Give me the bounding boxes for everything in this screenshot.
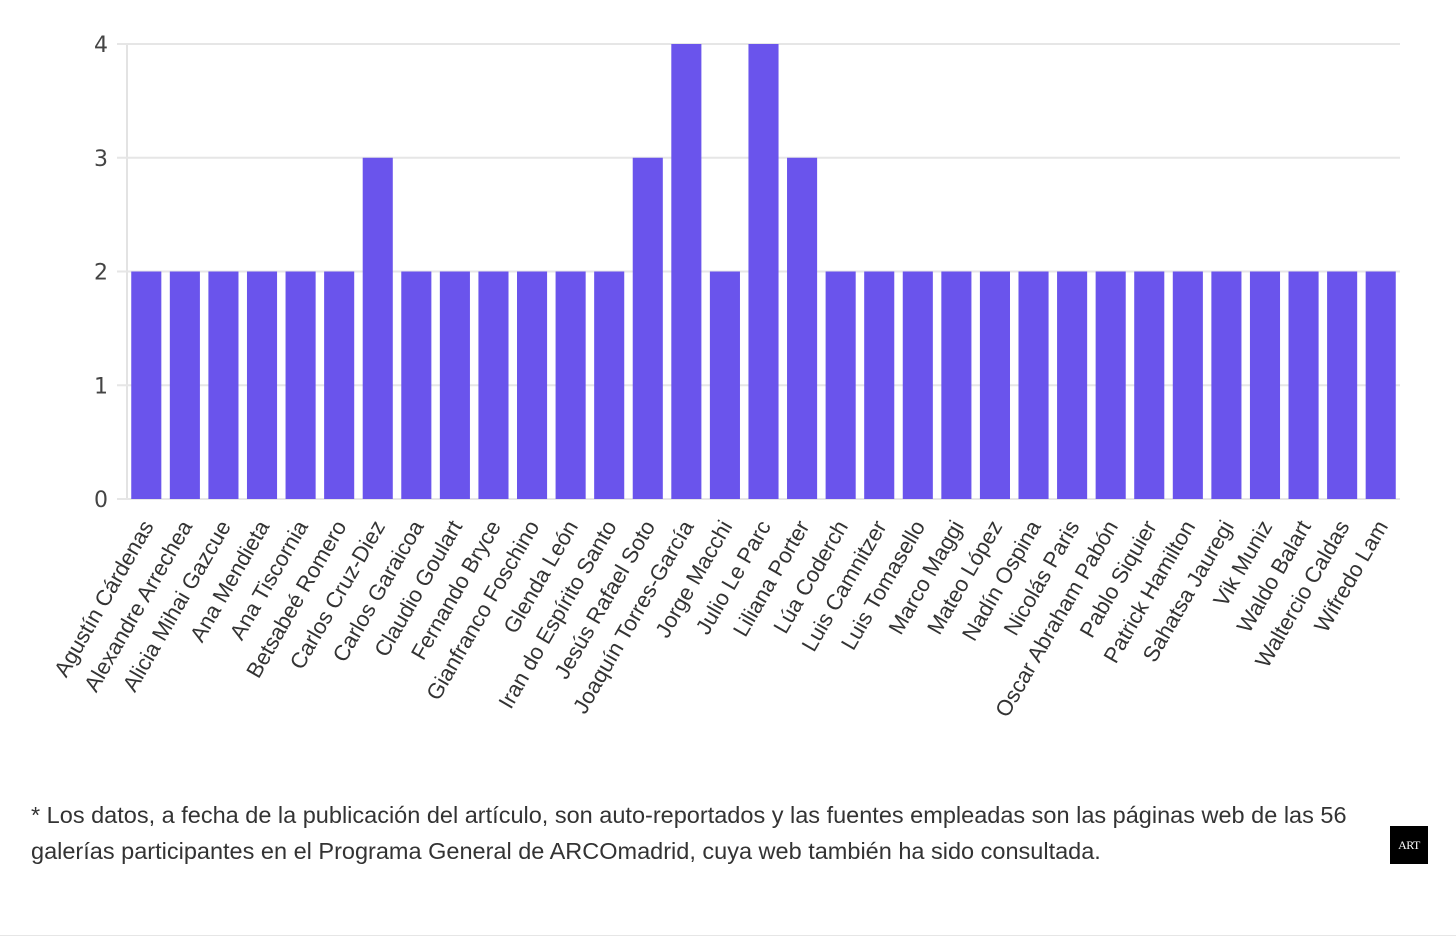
bar[interactable] [324, 271, 355, 500]
bar[interactable] [594, 271, 625, 500]
bar[interactable] [362, 157, 393, 499]
bar[interactable] [787, 157, 818, 499]
y-tick-label: 4 [94, 33, 108, 58]
y-tick-label: 1 [94, 374, 108, 399]
bar[interactable] [1095, 271, 1126, 500]
bar[interactable] [1018, 271, 1049, 500]
bar[interactable] [632, 157, 663, 499]
bar[interactable] [169, 271, 200, 500]
bar[interactable] [1172, 271, 1203, 500]
bar[interactable] [439, 271, 470, 500]
bar[interactable] [555, 271, 586, 500]
y-tick-label: 0 [94, 488, 108, 513]
bar[interactable] [864, 271, 895, 500]
bar[interactable] [1288, 271, 1319, 500]
bar[interactable] [1134, 271, 1165, 500]
bar[interactable] [1249, 271, 1281, 500]
footnote: * Los datos, a fecha de la publicación d… [31, 802, 1347, 864]
bar[interactable] [709, 271, 740, 500]
bar[interactable] [1365, 271, 1396, 500]
bar[interactable] [285, 271, 316, 500]
y-axis: 0 1 2 3 4 [94, 33, 108, 513]
bar[interactable] [902, 271, 933, 500]
bar[interactable] [1211, 271, 1242, 500]
bar[interactable] [748, 44, 779, 499]
bar[interactable] [208, 271, 239, 500]
bar[interactable] [941, 271, 972, 500]
bar[interactable] [1057, 271, 1088, 500]
divider [0, 935, 1456, 936]
bar[interactable] [517, 271, 548, 500]
bar[interactable] [979, 271, 1010, 500]
bar[interactable] [671, 44, 702, 499]
bar[interactable] [401, 271, 432, 500]
bar[interactable] [825, 271, 856, 500]
bar[interactable] [246, 271, 278, 500]
bar[interactable] [131, 271, 162, 500]
bar[interactable] [478, 271, 509, 500]
y-tick-label: 2 [94, 261, 108, 286]
art-logo: ART [1390, 826, 1428, 864]
y-tick-label: 3 [94, 147, 108, 172]
bars [131, 44, 1396, 499]
bar[interactable] [1327, 271, 1358, 500]
